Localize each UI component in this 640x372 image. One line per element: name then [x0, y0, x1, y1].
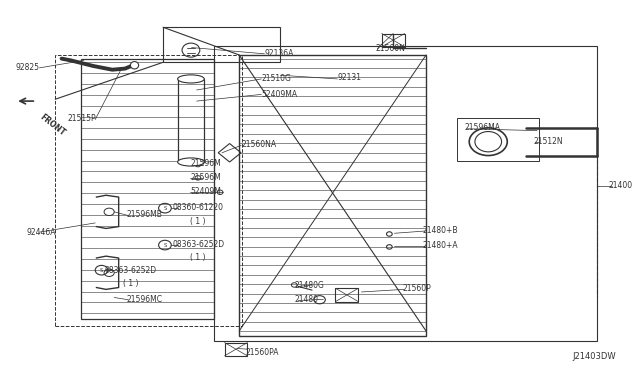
Bar — [55, 55, 243, 326]
Text: 21510G: 21510G — [261, 74, 291, 83]
Text: 21560P: 21560P — [402, 284, 431, 293]
Text: J21403DW: J21403DW — [573, 352, 616, 361]
Bar — [81, 59, 214, 319]
Text: S: S — [163, 206, 166, 211]
Text: ( 1 ): ( 1 ) — [190, 217, 206, 225]
Text: 21480+B: 21480+B — [423, 226, 458, 235]
Text: 21596MB: 21596MB — [127, 210, 163, 219]
Text: 92825: 92825 — [15, 62, 39, 72]
Text: 92131: 92131 — [337, 73, 362, 82]
Bar — [239, 55, 426, 336]
Text: 21480+A: 21480+A — [423, 241, 459, 250]
Text: 21560PA: 21560PA — [246, 349, 279, 357]
Text: 21400: 21400 — [609, 182, 633, 190]
Text: 21596M: 21596M — [190, 173, 221, 182]
Text: 21515P: 21515P — [68, 114, 97, 123]
Ellipse shape — [131, 62, 139, 69]
Text: 92136A: 92136A — [264, 49, 294, 58]
Text: ( 1 ): ( 1 ) — [123, 279, 139, 288]
Text: 21480G: 21480G — [294, 281, 324, 290]
Bar — [456, 118, 539, 161]
Text: 08363-6252D: 08363-6252D — [173, 240, 225, 249]
Text: S: S — [163, 243, 166, 248]
Ellipse shape — [178, 158, 204, 166]
Ellipse shape — [178, 75, 204, 83]
Text: 21596MC: 21596MC — [127, 295, 163, 304]
Bar — [214, 46, 597, 341]
Text: 08360-61220: 08360-61220 — [173, 203, 223, 212]
Text: 92446A: 92446A — [27, 228, 56, 237]
Text: 21512N: 21512N — [534, 137, 563, 146]
Text: 21560NA: 21560NA — [241, 140, 276, 149]
Text: 52409M: 52409M — [190, 187, 221, 196]
Text: 21596MA: 21596MA — [464, 123, 500, 132]
Text: S: S — [100, 268, 103, 273]
Text: 08363-6252D: 08363-6252D — [104, 266, 156, 275]
Bar — [163, 27, 280, 62]
Bar — [178, 79, 204, 162]
Text: 21480: 21480 — [294, 295, 318, 304]
Text: FRONT: FRONT — [38, 112, 67, 137]
Text: 21596M: 21596M — [190, 159, 221, 169]
Text: 52409MA: 52409MA — [261, 90, 298, 99]
Text: 21560N: 21560N — [376, 44, 405, 53]
Text: ( 1 ): ( 1 ) — [190, 253, 206, 263]
